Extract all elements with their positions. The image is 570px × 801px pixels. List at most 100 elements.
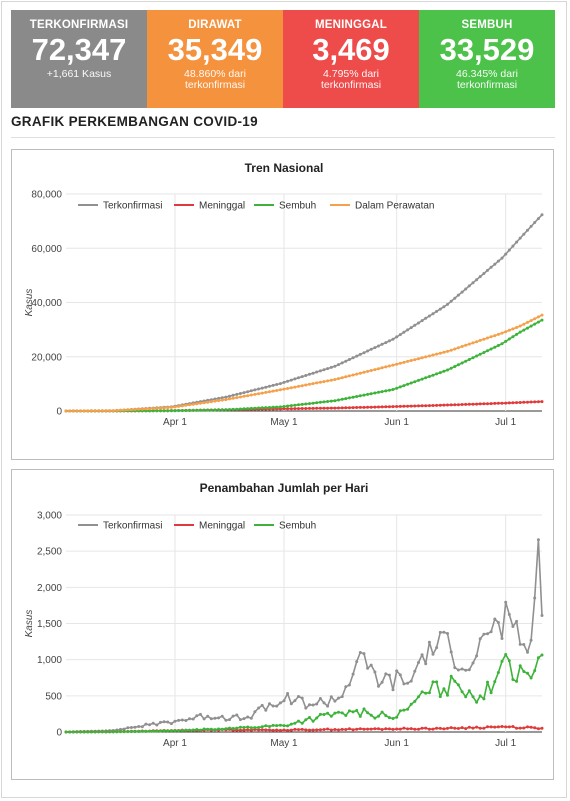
data-point — [253, 406, 257, 410]
data-point — [159, 729, 162, 733]
x-tick-label: May 1 — [270, 738, 298, 749]
data-point — [355, 727, 359, 731]
data-point — [289, 407, 293, 411]
data-point — [475, 354, 479, 358]
data-point — [500, 331, 504, 335]
data-point — [467, 284, 471, 288]
data-point — [340, 406, 344, 410]
data-point — [464, 727, 468, 731]
data-point — [489, 347, 493, 351]
data-point — [427, 640, 431, 644]
data-point — [347, 709, 351, 713]
series-terkonfirmasi — [64, 213, 544, 413]
data-point — [486, 268, 489, 272]
data-point — [387, 727, 391, 731]
data-point — [308, 402, 311, 406]
data-point — [228, 394, 231, 398]
data-point — [427, 375, 431, 378]
data-point — [449, 403, 453, 407]
data-point — [424, 316, 428, 320]
data-point — [438, 630, 442, 634]
data-point — [220, 396, 224, 400]
data-point — [289, 722, 293, 726]
data-point — [518, 236, 522, 240]
data-point — [431, 652, 435, 656]
data-point — [264, 385, 268, 389]
data-point — [155, 409, 159, 413]
data-point — [318, 406, 322, 410]
data-point — [406, 707, 410, 711]
data-point — [355, 709, 359, 712]
data-point — [402, 682, 406, 686]
data-point — [228, 718, 231, 722]
data-point — [318, 400, 322, 404]
data-point — [518, 401, 522, 404]
data-point — [406, 328, 410, 332]
data-point — [442, 727, 446, 731]
data-point — [97, 409, 101, 413]
data-point — [93, 730, 97, 734]
data-point — [526, 326, 529, 330]
data-point — [456, 668, 460, 672]
data-point — [395, 386, 399, 390]
data-point — [253, 726, 257, 730]
data-point — [489, 265, 493, 269]
data-point — [475, 725, 479, 729]
data-point — [446, 693, 449, 697]
data-point — [257, 406, 261, 410]
data-point — [289, 728, 293, 732]
data-point — [119, 730, 122, 734]
data-point — [347, 374, 351, 378]
data-point — [515, 619, 519, 623]
data-point — [264, 390, 268, 394]
data-point — [478, 694, 482, 698]
legend-entry: Meninggal — [174, 521, 245, 532]
data-point — [108, 730, 112, 734]
data-point — [286, 724, 290, 728]
data-point — [206, 714, 210, 718]
data-point — [511, 327, 515, 331]
data-point — [264, 724, 268, 728]
data-point — [282, 387, 286, 391]
data-point — [413, 323, 417, 327]
data-point — [242, 394, 246, 398]
data-point — [177, 404, 181, 408]
data-point — [75, 409, 79, 413]
data-point — [133, 725, 137, 729]
data-point — [133, 730, 137, 734]
data-point — [369, 713, 373, 717]
data-point — [533, 669, 537, 673]
data-point — [297, 407, 300, 411]
data-point — [195, 408, 199, 412]
data-point — [486, 725, 489, 729]
y-tick-label: 1,000 — [37, 655, 62, 666]
data-point — [347, 358, 351, 361]
data-point — [420, 377, 424, 381]
data-point — [173, 719, 177, 723]
data-point — [300, 696, 304, 700]
data-point — [129, 408, 133, 412]
data-point — [478, 338, 482, 342]
data-point — [297, 403, 300, 407]
data-point — [311, 703, 315, 707]
stat-confirmed: TERKONFIRMASI 72,347 +1,661 Kasus — [11, 10, 147, 108]
data-point — [409, 381, 413, 385]
data-point — [126, 730, 130, 734]
data-point — [122, 408, 126, 412]
legend-label: Meninggal — [199, 521, 245, 532]
data-point — [249, 726, 253, 730]
data-point — [322, 701, 326, 705]
data-point — [308, 382, 311, 386]
data-point — [453, 296, 457, 300]
data-point — [369, 405, 373, 409]
data-point — [238, 728, 242, 732]
data-point — [511, 335, 515, 339]
data-point — [79, 730, 82, 734]
data-point — [151, 721, 155, 725]
data-point — [140, 729, 144, 733]
data-point — [293, 699, 297, 703]
data-point — [213, 408, 217, 412]
data-point — [340, 361, 344, 365]
data-point — [224, 727, 228, 731]
chart-title: Tren Nasional — [245, 161, 324, 175]
